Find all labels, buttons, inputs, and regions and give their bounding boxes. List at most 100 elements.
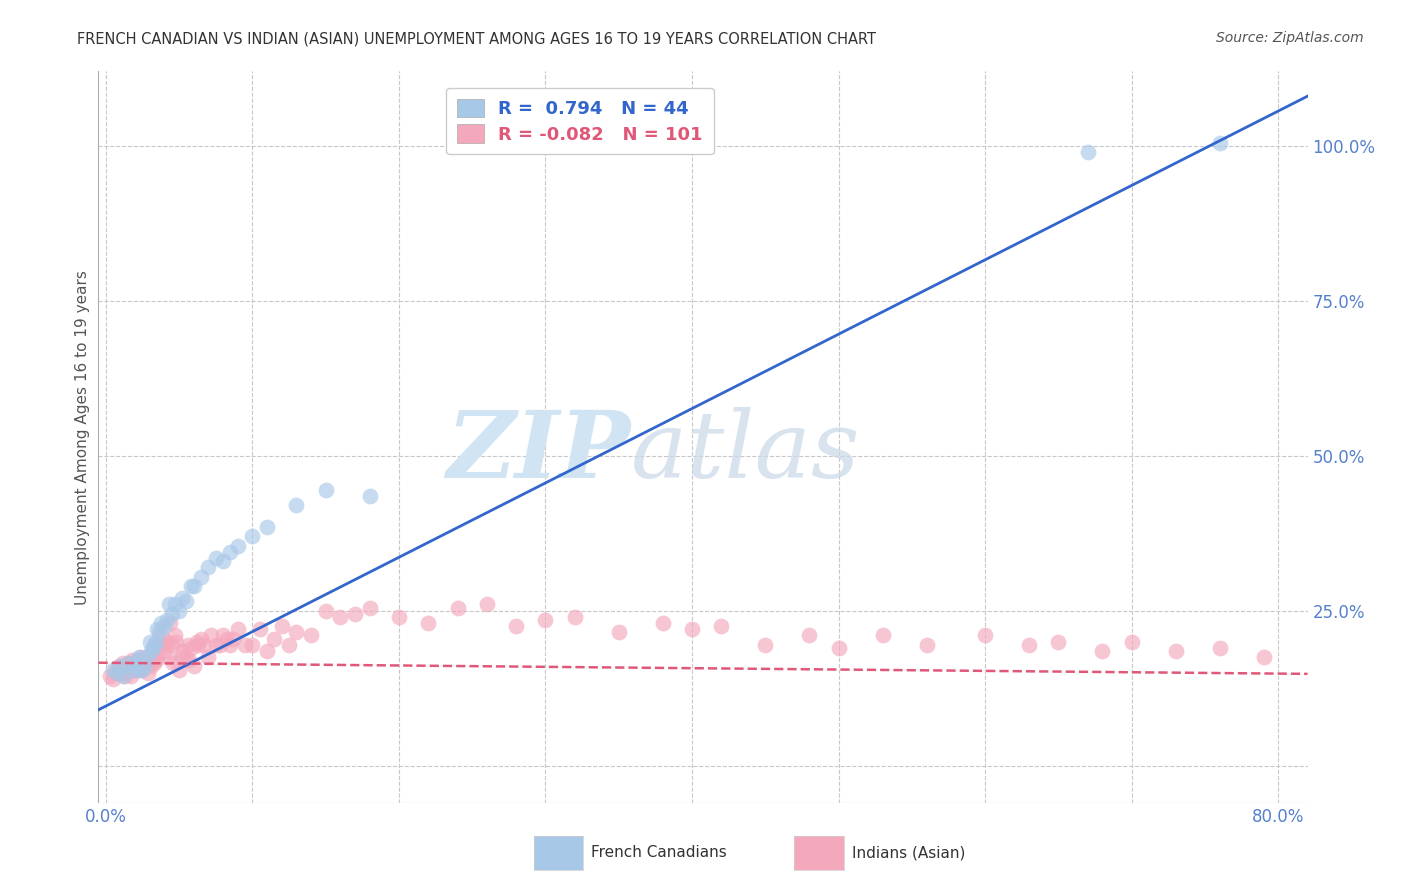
Point [101, 672, 124, 686]
Point [107, 665, 129, 680]
Point [150, 628, 173, 642]
Point [226, 539, 249, 553]
Point [359, 600, 381, 615]
Point [124, 659, 146, 673]
Point [142, 650, 165, 665]
Point [146, 622, 169, 636]
Point [204, 551, 226, 566]
Point [153, 619, 176, 633]
Point [159, 615, 181, 630]
Point [217, 632, 239, 646]
Point [564, 610, 586, 624]
Point [125, 663, 148, 677]
Point [190, 632, 212, 646]
Point [148, 638, 170, 652]
Legend: R =  0.794   N = 44, R = -0.082   N = 101: R = 0.794 N = 44, R = -0.082 N = 101 [446, 87, 714, 154]
Point [107, 665, 129, 680]
Point [105, 663, 128, 677]
Point [193, 638, 215, 652]
Point [219, 545, 242, 559]
Point [222, 632, 245, 646]
Point [131, 663, 153, 677]
Point [127, 663, 149, 677]
Point [1018, 638, 1040, 652]
Point [200, 628, 222, 642]
Point [197, 650, 219, 665]
Point [240, 638, 263, 652]
Point [135, 650, 157, 665]
Point [176, 650, 198, 665]
Point [114, 669, 136, 683]
Point [827, 640, 849, 655]
Point [115, 659, 138, 673]
Point [186, 634, 208, 648]
Point [120, 669, 142, 683]
Point [138, 634, 160, 648]
Point [160, 638, 183, 652]
Point [132, 653, 155, 667]
Point [149, 634, 172, 648]
Point [163, 598, 186, 612]
Point [145, 653, 167, 667]
Point [142, 640, 165, 655]
Point [165, 634, 187, 648]
Point [343, 607, 366, 621]
Point [329, 610, 352, 624]
Point [197, 560, 219, 574]
Point [285, 498, 308, 512]
Point [157, 598, 180, 612]
Y-axis label: Unemployment Among Ages 16 to 19 years: Unemployment Among Ages 16 to 19 years [75, 269, 90, 605]
Point [162, 657, 184, 671]
Point [101, 663, 124, 677]
Point [129, 650, 152, 665]
Point [256, 644, 278, 658]
Point [176, 594, 198, 608]
Point [124, 657, 146, 671]
Point [299, 628, 322, 642]
Point [121, 653, 143, 667]
Point [170, 591, 193, 606]
Point [167, 663, 190, 677]
Point [150, 615, 173, 630]
Point [117, 663, 139, 677]
Point [1208, 136, 1230, 150]
Point [1077, 145, 1099, 159]
Point [157, 650, 180, 665]
Point [156, 613, 179, 627]
Point [446, 600, 468, 615]
Point [388, 610, 411, 624]
Point [110, 659, 132, 673]
Point [110, 663, 132, 677]
Point [148, 625, 170, 640]
Point [160, 607, 183, 621]
Point [240, 529, 263, 543]
Point [155, 638, 177, 652]
Point [172, 644, 194, 658]
Point [534, 613, 557, 627]
Point [505, 619, 527, 633]
Point [143, 657, 166, 671]
Point [112, 669, 135, 683]
Point [233, 638, 256, 652]
Point [872, 628, 894, 642]
Point [134, 659, 156, 673]
Point [183, 579, 205, 593]
Point [128, 650, 150, 665]
Point [170, 650, 193, 665]
Point [156, 634, 179, 648]
Point [180, 640, 202, 655]
Point [359, 489, 381, 503]
Text: Source: ZipAtlas.com: Source: ZipAtlas.com [1216, 31, 1364, 45]
Point [187, 638, 209, 652]
Point [212, 628, 235, 642]
Point [285, 625, 308, 640]
Point [710, 619, 733, 633]
Point [135, 650, 157, 665]
Point [122, 663, 145, 677]
Point [134, 657, 156, 671]
Point [128, 659, 150, 673]
Point [1164, 644, 1187, 658]
Point [256, 520, 278, 534]
Point [125, 653, 148, 667]
Point [163, 628, 186, 642]
